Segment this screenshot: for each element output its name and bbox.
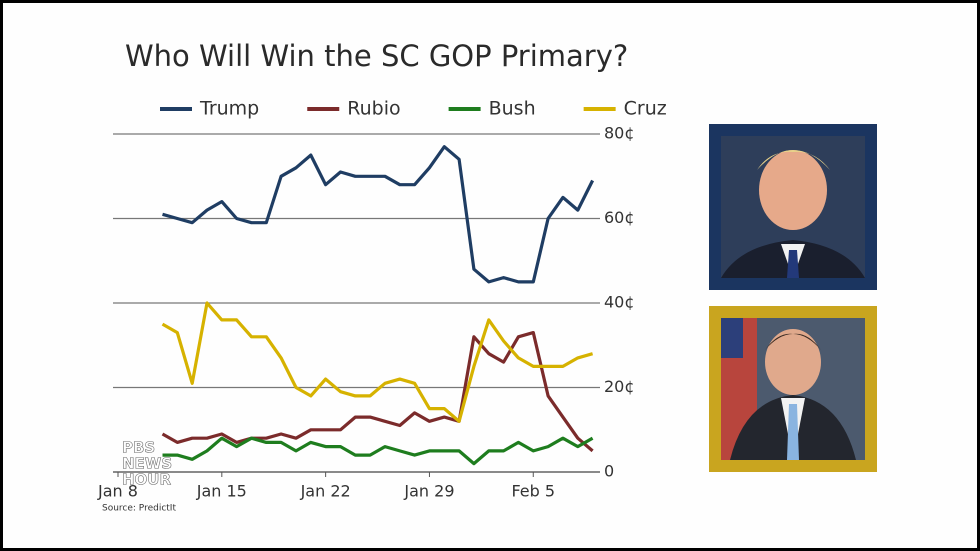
legend-label: Trump	[199, 98, 259, 120]
x-tick-label: Jan 29	[403, 482, 454, 501]
plot-area: 0 20¢ 40¢ 60¢ 80¢ Jan 8 Jan 15 Jan 22 Jan 29 Feb …	[97, 98, 667, 501]
y-tick-label: 0	[604, 462, 614, 481]
x-tick-label: Jan 15	[196, 482, 247, 501]
y-tick-label: 80¢	[604, 124, 635, 143]
legend-label: Cruz	[624, 98, 667, 120]
logo-text: NEWS	[122, 455, 172, 473]
y-tick-label: 60¢	[604, 208, 635, 227]
legend-label: Bush	[489, 98, 536, 120]
y-tick-label: 40¢	[604, 293, 635, 312]
photo-trump	[709, 124, 877, 290]
x-tick-label: Feb 5	[511, 482, 555, 501]
x-tick-label: Jan 8	[97, 482, 138, 501]
series-line	[162, 145, 595, 284]
photo-cruz	[709, 306, 877, 472]
logo-text: HOUR	[122, 471, 171, 489]
x-tick-label: Jan 22	[300, 482, 351, 501]
chart-title: Who Will Win the SC GOP Primary?	[125, 39, 628, 73]
series-line	[162, 436, 594, 466]
series-line	[161, 301, 594, 423]
series-line	[161, 331, 594, 453]
source-note: Source: PredictIt	[102, 504, 176, 514]
logo-text: PBS	[122, 439, 155, 457]
legend-label: Rubio	[347, 98, 400, 120]
y-tick-label: 20¢	[604, 377, 635, 396]
